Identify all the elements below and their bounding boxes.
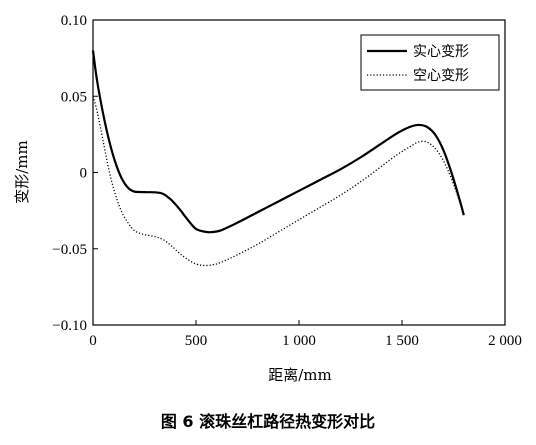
legend-entry: 实心变形 [413,44,469,60]
axis-ticks: 0 500 1 000 1 500 2 000 0.10 0.05 0 −0.05 −0.10 [52,13,522,349]
x-tick-label: 0 [89,333,97,349]
x-tick-label: 2 000 [488,333,522,349]
y-tick-label: −0.05 [52,242,87,258]
x-tick-label: 1 000 [282,333,316,349]
series-line-solid [91,50,465,234]
line-chart: 0 500 1 000 1 500 2 000 0.10 0.05 0 −0.05 −0.10 实… [13,13,522,384]
x-tick-label: 1 500 [385,333,419,349]
y-tick-label: 0 [80,166,88,182]
series-line-dotted [92,96,465,267]
legend-entry: 空心变形 [413,68,469,84]
x-axis-label: 距离/mm [268,366,332,384]
legend-box [360,34,500,91]
y-tick-label: −0.10 [52,318,87,334]
y-tick-label: 0.05 [61,89,87,105]
y-tick-label: 0.10 [61,13,87,29]
figure-caption: 图 6 滚珠丝杠路径热变形对比 [160,412,376,431]
x-tick-label: 500 [185,333,208,349]
series-lines [91,50,465,267]
y-axis-label: 变形/mm [13,140,31,204]
